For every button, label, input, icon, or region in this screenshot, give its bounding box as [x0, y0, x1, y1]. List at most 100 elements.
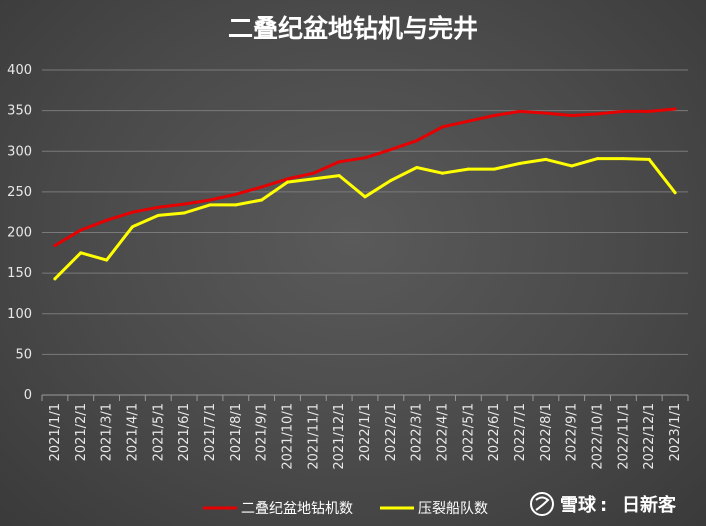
watermark: 雪球 : 日新客	[530, 492, 677, 516]
data-point	[260, 185, 264, 189]
series	[53, 107, 677, 281]
data-point	[337, 174, 341, 178]
grid	[42, 69, 688, 396]
data-point	[492, 167, 496, 171]
data-point	[156, 205, 160, 209]
data-point	[130, 210, 134, 214]
data-point	[234, 203, 238, 207]
chart-title: 二叠纪盆地钻机与完井	[228, 14, 478, 43]
x-tick-label: 2021/1/1	[48, 403, 63, 461]
data-point	[673, 191, 677, 195]
data-point	[208, 203, 212, 207]
y-tick-label: 150	[7, 266, 32, 281]
x-tick-label: 2022/6/1	[487, 403, 502, 461]
x-tick-label: 2022/10/1	[591, 403, 606, 470]
x-tick-label: 2022/12/1	[642, 403, 657, 470]
x-tick-label: 2021/12/1	[332, 403, 347, 470]
data-point	[285, 177, 289, 181]
data-point	[182, 211, 186, 215]
x-tick-label: 2021/8/1	[229, 403, 244, 461]
x-axis: 2021/1/1 2021/2/1 2021/3/1 2021/4/1 2021/5/1…	[41, 395, 689, 470]
x-tick-label: 2022/11/1	[616, 403, 631, 470]
data-point	[596, 157, 600, 161]
watermark-separator: :	[600, 495, 607, 516]
data-point	[337, 160, 341, 164]
data-point	[466, 167, 470, 171]
data-point	[389, 148, 393, 152]
data-point	[647, 157, 651, 161]
data-point	[156, 213, 160, 217]
y-tick-label: 0	[24, 388, 32, 403]
x-tick-label: 2022/9/1	[565, 403, 580, 461]
y-tick-label: 400	[7, 63, 32, 78]
data-point	[105, 218, 109, 222]
data-point	[285, 180, 289, 184]
y-tick-label: 200	[7, 226, 32, 241]
x-tick-label: 2023/1/1	[668, 403, 683, 461]
y-tick-label: 100	[7, 307, 32, 322]
x-tick-label: 2021/5/1	[151, 403, 166, 461]
data-point	[544, 157, 548, 161]
x-tick-label: 2021/11/1	[306, 403, 321, 470]
data-point	[260, 198, 264, 202]
data-point	[182, 202, 186, 206]
x-tick-label: 2021/4/1	[125, 403, 140, 461]
x-tick-label: 2022/7/1	[513, 403, 528, 461]
legend-label-frac: 压裂船队数	[418, 501, 488, 517]
data-point	[53, 277, 57, 281]
data-point	[208, 198, 212, 202]
data-point	[596, 112, 600, 116]
data-point	[466, 119, 470, 123]
x-tick-label: 2021/7/1	[203, 403, 218, 461]
x-tick-label: 2022/8/1	[539, 403, 554, 461]
y-tick-label: 250	[7, 185, 32, 200]
x-tick-label: 2021/10/1	[280, 403, 295, 470]
y-tick-label: 350	[7, 104, 32, 119]
x-tick-label: 2021/2/1	[74, 403, 89, 461]
y-tick-label: 300	[7, 144, 32, 159]
data-point	[79, 228, 83, 232]
data-point	[53, 244, 57, 247]
data-point	[570, 114, 574, 117]
data-point	[570, 164, 574, 168]
data-point	[311, 171, 315, 175]
data-point	[389, 179, 393, 182]
x-tick-label: 2022/1/1	[358, 403, 373, 461]
data-point	[673, 107, 677, 111]
data-point	[130, 225, 134, 229]
data-point	[363, 195, 367, 199]
data-point	[518, 161, 522, 165]
data-point	[441, 125, 445, 129]
data-point	[79, 251, 83, 255]
data-point	[105, 258, 109, 262]
legend-label-rigs: 二叠纪盆地钻机数	[241, 501, 353, 517]
data-point	[621, 109, 625, 113]
x-tick-label: 2022/2/1	[384, 403, 399, 461]
data-point	[518, 109, 522, 113]
data-point	[415, 139, 419, 143]
legend: 二叠纪盆地钻机数 压裂船队数	[203, 501, 488, 517]
series-line-1	[53, 157, 677, 281]
y-axis: 0 50 100 150 200 250 300 350 400	[7, 63, 32, 403]
data-point	[234, 192, 238, 196]
snowball-logo-icon	[530, 492, 554, 516]
x-tick-label: 2022/5/1	[461, 403, 476, 461]
data-point	[363, 156, 367, 160]
data-point	[441, 171, 445, 175]
x-tick-label: 2021/6/1	[177, 403, 192, 461]
watermark-brand: 雪球	[560, 495, 597, 516]
watermark-author: 日新客	[622, 494, 677, 516]
data-point	[647, 109, 651, 113]
series-line-0	[53, 107, 677, 247]
data-point	[492, 114, 496, 117]
x-tick-label: 2022/4/1	[436, 403, 451, 461]
x-tick-label: 2021/3/1	[100, 403, 115, 461]
x-tick-label: 2022/3/1	[410, 403, 425, 461]
data-point	[621, 157, 625, 161]
data-point	[311, 177, 315, 181]
y-tick-label: 50	[15, 347, 32, 362]
x-tick-label: 2021/9/1	[255, 403, 270, 461]
data-point	[544, 111, 548, 115]
data-point	[415, 166, 419, 169]
